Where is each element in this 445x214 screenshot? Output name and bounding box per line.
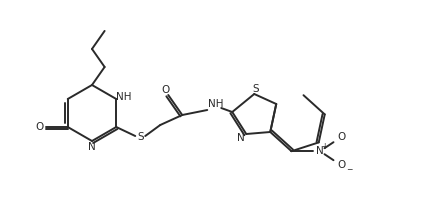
Text: S: S: [252, 84, 259, 94]
Text: N: N: [316, 146, 324, 156]
Text: −: −: [346, 165, 353, 174]
Text: O: O: [337, 132, 346, 142]
Text: +: +: [321, 142, 328, 151]
Text: O: O: [337, 160, 346, 170]
Text: N: N: [237, 133, 245, 143]
Text: S: S: [137, 132, 144, 142]
Text: O: O: [36, 122, 44, 132]
Text: N: N: [88, 142, 96, 152]
Text: O: O: [161, 85, 170, 95]
Text: NH: NH: [209, 99, 224, 109]
Text: NH: NH: [117, 92, 132, 102]
